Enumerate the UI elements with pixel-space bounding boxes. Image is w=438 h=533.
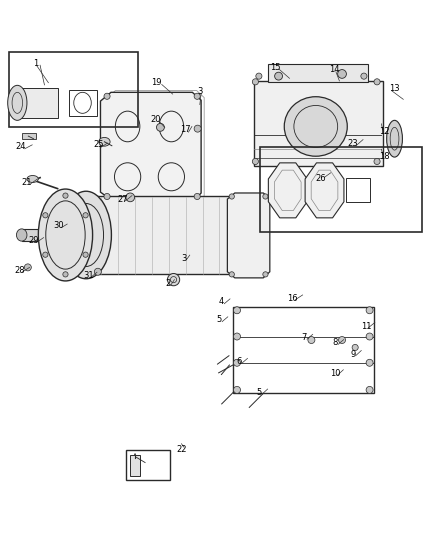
Text: 8: 8 xyxy=(332,338,337,347)
Ellipse shape xyxy=(194,193,200,199)
Ellipse shape xyxy=(229,272,234,277)
Ellipse shape xyxy=(8,85,27,120)
Ellipse shape xyxy=(284,96,346,156)
Text: 24: 24 xyxy=(15,142,26,151)
Ellipse shape xyxy=(167,273,179,286)
Text: 5: 5 xyxy=(216,316,222,325)
Ellipse shape xyxy=(104,93,110,99)
Ellipse shape xyxy=(156,124,164,131)
Ellipse shape xyxy=(365,307,372,314)
Text: 9: 9 xyxy=(350,350,355,359)
Text: 6: 6 xyxy=(236,357,241,366)
Text: 3: 3 xyxy=(180,254,186,263)
Text: 4: 4 xyxy=(219,297,224,306)
Bar xyxy=(267,64,367,82)
Polygon shape xyxy=(268,163,307,218)
Ellipse shape xyxy=(42,213,48,218)
Ellipse shape xyxy=(233,307,240,314)
Text: 11: 11 xyxy=(360,321,371,330)
Ellipse shape xyxy=(365,386,372,393)
Ellipse shape xyxy=(126,193,134,201)
Ellipse shape xyxy=(262,272,268,277)
Bar xyxy=(253,80,382,166)
Polygon shape xyxy=(227,193,269,278)
Ellipse shape xyxy=(24,264,31,271)
Text: 5: 5 xyxy=(256,388,261,397)
Text: 26: 26 xyxy=(315,174,325,183)
Bar xyxy=(260,148,421,232)
Text: 15: 15 xyxy=(270,63,280,72)
Ellipse shape xyxy=(386,120,402,157)
Ellipse shape xyxy=(229,194,234,199)
Ellipse shape xyxy=(16,229,27,241)
Ellipse shape xyxy=(262,194,268,199)
Text: 3: 3 xyxy=(197,87,202,96)
Text: 12: 12 xyxy=(378,127,389,136)
Text: 25: 25 xyxy=(93,140,103,149)
Bar xyxy=(232,307,373,393)
Text: 20: 20 xyxy=(150,115,161,124)
Text: 31: 31 xyxy=(83,271,93,280)
Ellipse shape xyxy=(83,213,88,218)
Text: 2: 2 xyxy=(165,279,170,288)
Ellipse shape xyxy=(338,336,345,344)
Text: 1: 1 xyxy=(33,59,38,68)
Ellipse shape xyxy=(307,336,314,344)
Text: 18: 18 xyxy=(378,152,389,161)
Text: 28: 28 xyxy=(14,265,25,274)
Ellipse shape xyxy=(373,79,379,85)
Ellipse shape xyxy=(255,73,261,79)
Ellipse shape xyxy=(63,272,68,277)
Ellipse shape xyxy=(63,193,68,198)
Text: 13: 13 xyxy=(389,84,399,93)
Ellipse shape xyxy=(83,252,88,257)
Text: 19: 19 xyxy=(150,78,161,87)
Polygon shape xyxy=(100,92,201,201)
Ellipse shape xyxy=(233,359,240,366)
Ellipse shape xyxy=(360,73,366,79)
Ellipse shape xyxy=(233,333,240,340)
Ellipse shape xyxy=(99,138,110,146)
Bar xyxy=(126,450,169,480)
Text: 14: 14 xyxy=(328,65,339,74)
Ellipse shape xyxy=(60,191,111,279)
Ellipse shape xyxy=(252,158,258,165)
Ellipse shape xyxy=(233,386,240,393)
Text: 23: 23 xyxy=(347,140,357,149)
Bar xyxy=(9,52,138,127)
Ellipse shape xyxy=(274,72,282,80)
Text: 29: 29 xyxy=(28,236,39,245)
Ellipse shape xyxy=(373,158,379,165)
Polygon shape xyxy=(304,163,343,218)
Ellipse shape xyxy=(104,193,110,199)
Text: 16: 16 xyxy=(286,294,297,303)
Text: 17: 17 xyxy=(179,125,190,134)
Bar xyxy=(346,177,370,201)
Bar xyxy=(68,90,97,116)
Ellipse shape xyxy=(194,125,201,132)
Ellipse shape xyxy=(94,268,101,275)
Bar xyxy=(86,197,230,274)
Bar xyxy=(14,88,57,118)
Ellipse shape xyxy=(365,333,372,340)
Bar xyxy=(130,455,140,475)
Text: 10: 10 xyxy=(329,369,339,378)
Text: 22: 22 xyxy=(176,445,187,454)
Ellipse shape xyxy=(365,359,372,366)
Ellipse shape xyxy=(194,93,200,99)
Ellipse shape xyxy=(351,344,357,351)
Text: 30: 30 xyxy=(53,221,64,230)
Text: 21: 21 xyxy=(21,178,32,187)
Text: 7: 7 xyxy=(300,333,306,342)
Text: 27: 27 xyxy=(117,195,127,204)
Ellipse shape xyxy=(27,175,38,182)
Ellipse shape xyxy=(42,252,48,257)
Bar xyxy=(21,133,35,139)
Ellipse shape xyxy=(252,79,258,85)
Bar xyxy=(21,229,63,241)
Ellipse shape xyxy=(38,189,92,281)
Ellipse shape xyxy=(337,70,346,78)
